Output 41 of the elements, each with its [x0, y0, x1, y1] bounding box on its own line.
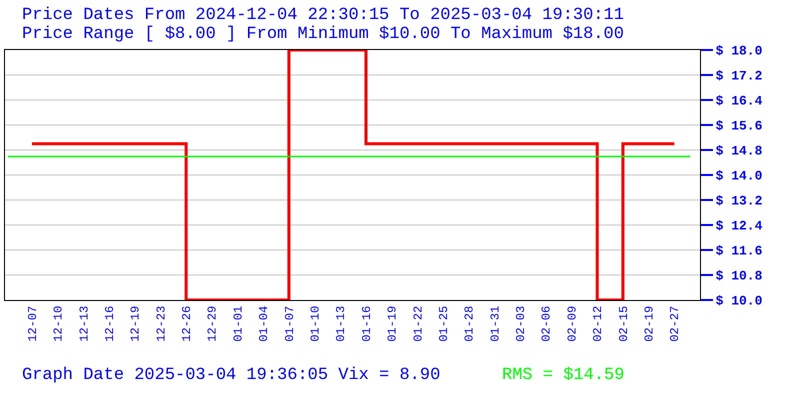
- x-tick-label: 01-07: [282, 306, 297, 342]
- x-tick-label: 12-26: [180, 306, 194, 342]
- x-tick-label: 12-16: [102, 306, 117, 342]
- x-tick-label: 02-03: [514, 306, 528, 342]
- x-tick-label: 01-04: [257, 306, 272, 342]
- x-tick-label: 02-12: [591, 306, 606, 342]
- y-tick-label: $ 12.4: [716, 218, 763, 234]
- x-tick-label: 12-13: [77, 306, 92, 342]
- x-tick-label: 01-13: [334, 306, 348, 342]
- x-tick-label: 02-09: [565, 306, 580, 342]
- y-tick-label: $ 13.2: [716, 194, 763, 209]
- x-tick-label: 12-29: [206, 306, 220, 342]
- x-tick-label: 02-15: [616, 306, 631, 342]
- x-tick-label: 01-01: [231, 306, 246, 342]
- x-tick-label: 01-10: [308, 306, 322, 342]
- chart-title: Price Dates From 2024-12-04 22:30:15 To 2025-03-04 19:30:11: [22, 6, 624, 25]
- x-tick-label: 01-25: [436, 306, 451, 342]
- x-tick-label: 12-10: [52, 306, 66, 342]
- y-tick-label: $ 17.2: [716, 68, 763, 84]
- y-tick-label: $ 10.0: [716, 294, 763, 309]
- x-tick-label: 01-16: [360, 306, 374, 342]
- chart-subtitle: Price Range [ $8.00 ] From Minimum $10.00 To Maximum $18.00: [22, 25, 624, 44]
- x-tick-label: 02-27: [668, 306, 682, 342]
- x-tick-label: 01-31: [488, 306, 502, 342]
- x-tick-label: 01-19: [386, 306, 400, 342]
- ref-line-label: RMS = $14.59: [502, 366, 624, 385]
- y-tick-label: $ 14.0: [716, 168, 763, 184]
- y-tick-label: $ 14.8: [716, 144, 763, 159]
- x-tick-label: 01-22: [411, 306, 426, 342]
- y-tick-label: $ 15.6: [716, 118, 763, 134]
- y-tick-label: $ 10.8: [716, 268, 763, 284]
- x-tick-label: 12-23: [154, 306, 168, 342]
- x-tick-label: 12-19: [128, 306, 143, 342]
- text: Graph Date 2025-03-04 19:36:05 Vix = 8.90: [22, 366, 440, 385]
- x-tick-label: 02-19: [642, 306, 657, 342]
- y-tick-label: $ 11.6: [716, 244, 763, 259]
- x-tick-label: 02-06: [540, 306, 554, 342]
- x-tick-label: 01-28: [462, 306, 477, 342]
- x-tick-label: 12-07: [26, 306, 40, 342]
- y-tick-label: $ 18.0: [716, 44, 763, 59]
- y-tick-label: $ 16.4: [716, 94, 763, 109]
